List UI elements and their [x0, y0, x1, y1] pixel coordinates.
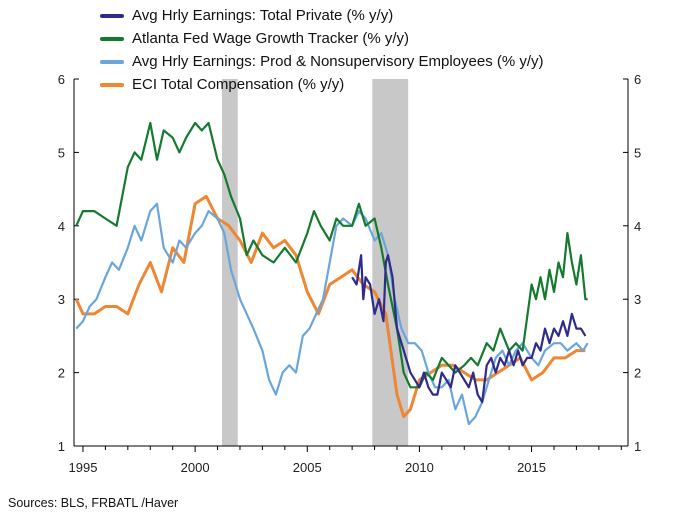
y-tick-label: 2 [58, 366, 65, 381]
y-tick-label: 6 [58, 72, 65, 87]
series-line [75, 121, 588, 389]
series-line [75, 202, 589, 426]
chart-axes: 1 2 3 4 5 6 1 2 3 4 5 6 1995 2000 2005 2010 2015 [58, 72, 641, 475]
y-tick-label-right: 3 [634, 292, 641, 307]
legend-label: Avg Hrly Earnings: Prod & Nonsupervisory… [132, 53, 544, 70]
x-tick-label: 2015 [517, 460, 546, 475]
y-tick-label: 1 [58, 439, 65, 454]
x-tick-label: 2005 [293, 460, 322, 475]
y-tick-label-right: 1 [634, 439, 641, 454]
chart-legend: Avg Hrly Earnings: Total Private (% y/y)… [100, 4, 544, 96]
x-tick-label: 1995 [69, 460, 98, 475]
legend-swatch [100, 36, 124, 41]
legend-label: Atlanta Fed Wage Growth Tracker (% y/y) [132, 30, 410, 47]
series-line [74, 194, 586, 419]
y-tick-label: 5 [58, 145, 65, 160]
y-tick-label: 3 [58, 292, 65, 307]
legend-item: Atlanta Fed Wage Growth Tracker (% y/y) [100, 27, 544, 50]
legend-item: ECI Total Compensation (% y/y) [100, 73, 544, 96]
series-line [351, 254, 587, 404]
legend-swatch [100, 13, 124, 18]
legend-item: Avg Hrly Earnings: Total Private (% y/y) [100, 4, 544, 27]
legend-swatch [100, 59, 124, 64]
legend-item: Avg Hrly Earnings: Prod & Nonsupervisory… [100, 50, 544, 73]
source-note: Sources: BLS, FRBATL /Haver [8, 496, 179, 510]
series-lines [74, 121, 589, 426]
legend-swatch [100, 82, 124, 87]
legend-label: Avg Hrly Earnings: Total Private (% y/y) [132, 7, 394, 24]
x-tick-label: 2010 [405, 460, 434, 475]
x-tick-label: 2000 [181, 460, 210, 475]
y-tick-label-right: 4 [634, 219, 641, 234]
y-tick-label-right: 6 [634, 72, 641, 87]
y-tick-label-right: 2 [634, 366, 641, 381]
y-tick-label-right: 5 [634, 145, 641, 160]
legend-label: ECI Total Compensation (% y/y) [132, 76, 345, 93]
y-tick-label: 4 [58, 219, 65, 234]
